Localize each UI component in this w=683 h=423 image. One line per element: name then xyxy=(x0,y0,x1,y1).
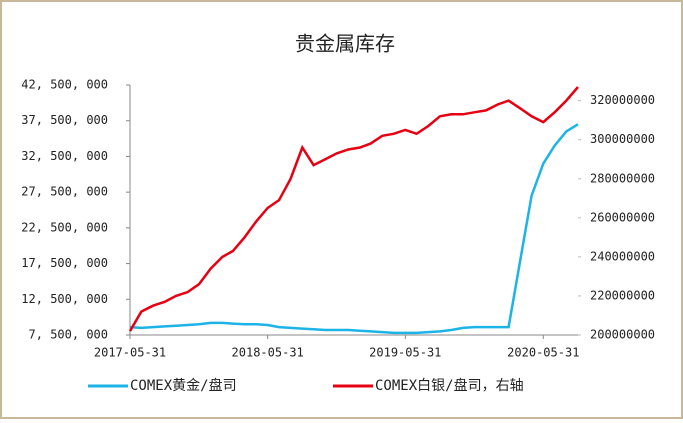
y-tick-label: 37, 500, 000 xyxy=(21,113,108,127)
y-tick-label: 32, 500, 000 xyxy=(21,149,108,163)
y2-tick-label: 280000000 xyxy=(590,171,655,185)
x-tick-label: 2020-05-31 xyxy=(507,346,579,360)
y2-tick-label: 240000000 xyxy=(590,249,655,263)
y-tick-label: 12, 500, 000 xyxy=(21,292,108,306)
y-tick-label: 22, 500, 000 xyxy=(21,220,108,234)
y2-tick-label: 220000000 xyxy=(590,288,655,302)
y-tick-label: 27, 500, 000 xyxy=(21,185,108,199)
chart-title: 贵金属库存 xyxy=(295,32,395,56)
x-tick-label: 2019-05-31 xyxy=(369,346,441,360)
y2-tick-label: 300000000 xyxy=(590,132,655,146)
y-tick-label: 7, 500, 000 xyxy=(29,328,108,342)
y2-tick-label: 320000000 xyxy=(590,93,655,107)
x-tick-label: 2017-05-31 xyxy=(94,346,166,360)
series-line xyxy=(128,86,579,332)
y-tick-label: 42, 500, 000 xyxy=(21,78,108,92)
y-tick-label: 17, 500, 000 xyxy=(21,256,108,270)
legend-label: COMEX白银/盘司，右轴 xyxy=(375,377,524,394)
y2-tick-label: 200000000 xyxy=(590,328,655,342)
series-line xyxy=(129,123,579,335)
legend-label: COMEX黄金/盘司 xyxy=(130,377,237,394)
y2-tick-label: 260000000 xyxy=(590,210,655,224)
x-tick-label: 2018-05-31 xyxy=(232,346,304,360)
